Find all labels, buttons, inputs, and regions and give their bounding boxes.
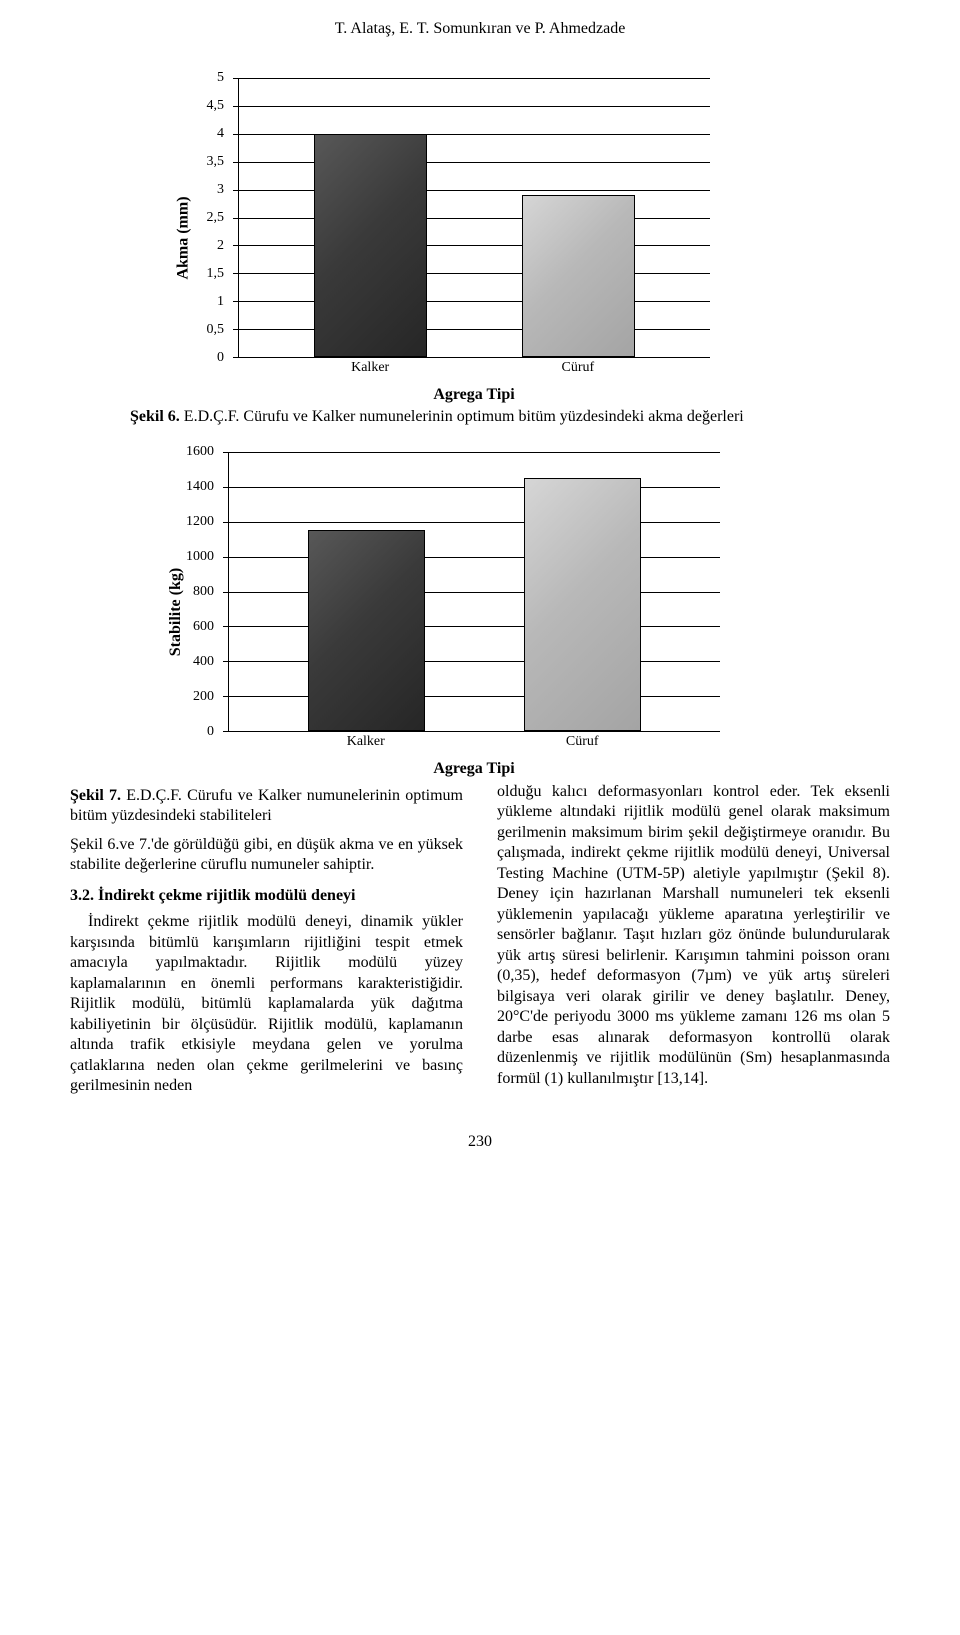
y-tick-label: 3 [217,182,224,198]
chart1-x-labels: Kalker Cüruf [238,360,710,380]
chart1-y-ticks: 54,543,532,521,510,50 [176,78,224,358]
caption-1: Şekil 6. E.D.Ç.F. Cürufu ve Kalker numun… [130,408,890,426]
y-tick-label: 2,5 [207,210,225,226]
left-column: Şekil 7. E.D.Ç.F. Cürufu ve Kalker numun… [70,782,463,1103]
chart2-plot [228,452,720,732]
caption1-rest: E.D.Ç.F. Cürufu ve Kalker numunelerinin … [180,408,744,425]
y-tick-label: 0 [207,724,214,740]
akma-chart: Akma (mm) 54,543,532,521,510,50 KalkerCü… [190,78,710,398]
y-tick-label: 3,5 [207,154,225,170]
y-tick-label: 1400 [186,479,214,495]
x-category-label: Cüruf [561,360,594,376]
chart2-x-title: Agrega Tipi [228,760,720,778]
caption-2: Şekil 7. E.D.Ç.F. Cürufu ve Kalker numun… [70,786,463,827]
chart1-plot [238,78,710,358]
y-tick-label: 1000 [186,549,214,565]
y-tick-label: 4,5 [207,98,225,114]
caption2-bold: Şekil 7. [70,787,121,804]
chart-bar [524,478,642,731]
section-3-2-head: 3.2. İndirekt çekme rijitlik modülü dene… [70,886,463,906]
x-category-label: Kalker [351,360,389,376]
y-tick-label: 600 [193,619,214,635]
x-category-label: Kalker [347,734,385,750]
right-p1: olduğu kalıcı deformasyonları kontrol ed… [497,782,890,1089]
caption2-rest: E.D.Ç.F. Cürufu ve Kalker numunelerinin … [70,787,463,824]
y-tick-label: 1 [217,294,224,310]
chart2-x-labels: Kalker Cüruf [228,734,720,754]
y-tick-label: 0,5 [207,322,225,338]
y-tick-label: 2 [217,238,224,254]
author-line: T. Alataş, E. T. Somunkıran ve P. Ahmedz… [70,20,890,38]
page-root: T. Alataş, E. T. Somunkıran ve P. Ahmedz… [0,0,960,1191]
x-category-label: Cüruf [566,734,599,750]
y-tick-label: 5 [217,70,224,86]
chart-bar [314,134,427,357]
chart2-y-ticks: 16001400120010008006004002000 [166,452,214,732]
right-column: olduğu kalıcı deformasyonları kontrol ed… [497,782,890,1103]
caption1-bold: Şekil 6. [130,408,180,425]
stabilite-chart: Stabilite (kg) 1600140012001000800600400… [180,452,720,772]
y-tick-label: 1,5 [207,266,225,282]
page-number: 230 [70,1133,890,1151]
body-columns: Şekil 7. E.D.Ç.F. Cürufu ve Kalker numun… [70,782,890,1103]
y-tick-label: 1600 [186,444,214,460]
y-tick-label: 200 [193,689,214,705]
chart1-x-title: Agrega Tipi [238,386,710,404]
left-p1: Şekil 6.ve 7.'de görüldüğü gibi, en düşü… [70,835,463,876]
chart-bar [308,530,426,731]
y-tick-label: 0 [217,350,224,366]
y-tick-label: 1200 [186,514,214,530]
y-tick-label: 4 [217,126,224,142]
y-tick-label: 400 [193,654,214,670]
chart-bar [522,195,635,357]
y-tick-label: 800 [193,584,214,600]
left-p2: İndirekt çekme rijitlik modülü deneyi, d… [70,912,463,1096]
